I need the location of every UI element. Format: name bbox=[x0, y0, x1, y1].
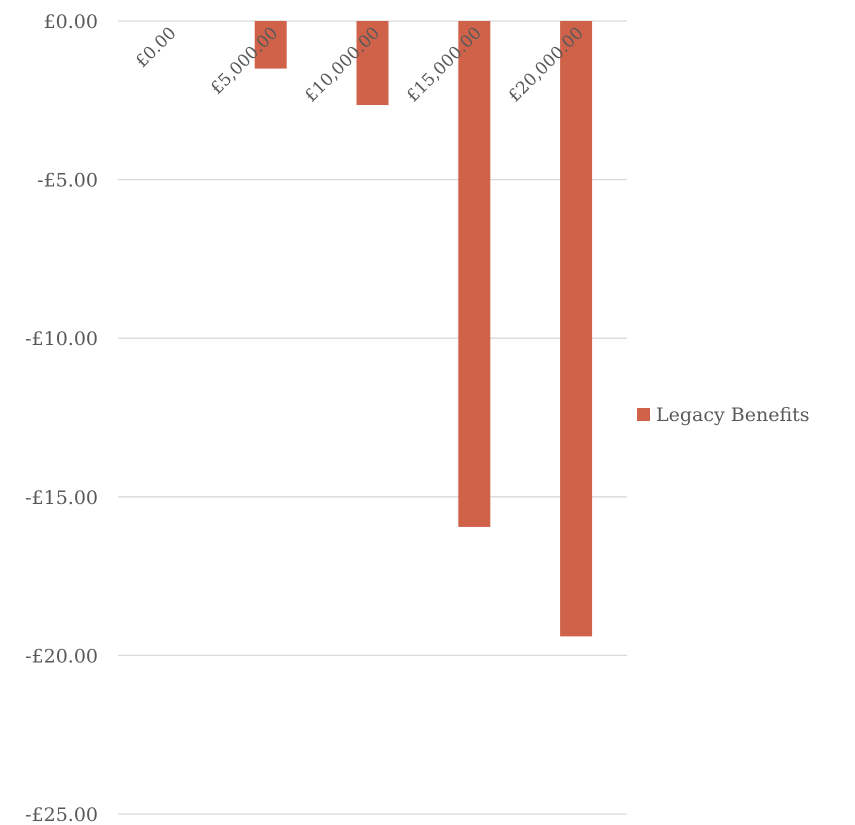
bar bbox=[254, 21, 287, 69]
y-tick-label: -£20.00 bbox=[25, 645, 98, 667]
bars bbox=[254, 21, 593, 637]
y-tick-label: £0.00 bbox=[44, 11, 98, 33]
bar bbox=[356, 21, 389, 106]
bar bbox=[458, 21, 491, 527]
y-tick-label: -£15.00 bbox=[25, 487, 98, 509]
y-tick-label: -£5.00 bbox=[37, 170, 98, 192]
legend: Legacy Benefits bbox=[637, 404, 810, 426]
x-tick-label: £0.00 bbox=[132, 23, 181, 72]
legend-label-legacy-benefits: Legacy Benefits bbox=[656, 404, 810, 426]
y-tick-label: -£10.00 bbox=[25, 328, 98, 350]
y-tick-label: -£25.00 bbox=[25, 804, 98, 825]
legend-swatch-legacy-benefits bbox=[637, 408, 650, 421]
gridlines bbox=[118, 20, 627, 815]
y-axis-labels: £0.00 -£5.00 -£10.00 -£15.00 -£20.00 -£25.00 bbox=[25, 11, 98, 825]
bar bbox=[560, 21, 593, 637]
